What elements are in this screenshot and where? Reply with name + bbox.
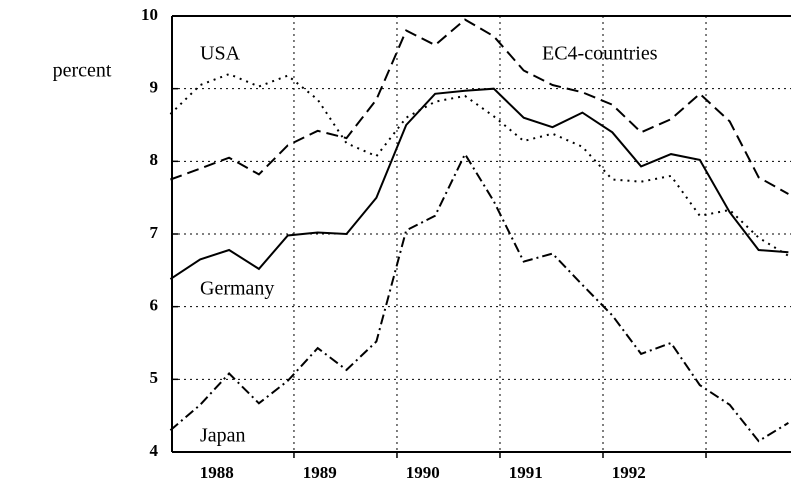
x-tick-label: 1990 bbox=[406, 463, 440, 482]
series-label: USA bbox=[200, 43, 241, 65]
y-tick-label: 10 bbox=[141, 5, 158, 24]
series-label: EC4-countries bbox=[542, 43, 658, 65]
series-label: Germany bbox=[200, 278, 274, 300]
series-line bbox=[170, 18, 789, 195]
y-tick-label: 4 bbox=[150, 441, 159, 460]
y-tick-label: 8 bbox=[150, 150, 159, 169]
series-line bbox=[169, 87, 789, 280]
y-tick-label: 7 bbox=[150, 223, 159, 242]
series-line bbox=[169, 73, 789, 257]
series-line bbox=[169, 152, 789, 443]
y-tick-label: 6 bbox=[150, 296, 159, 315]
x-tick-label: 1989 bbox=[303, 463, 337, 482]
x-tick-label: 1991 bbox=[509, 463, 543, 482]
y-tick-label: 5 bbox=[150, 368, 159, 387]
y-tick-label: 9 bbox=[150, 78, 159, 97]
y-axis-label: percent bbox=[53, 60, 112, 82]
series-label: Japan bbox=[200, 425, 246, 447]
x-tick-label: 1988 bbox=[200, 463, 234, 482]
x-tick-label: 1992 bbox=[612, 463, 646, 482]
